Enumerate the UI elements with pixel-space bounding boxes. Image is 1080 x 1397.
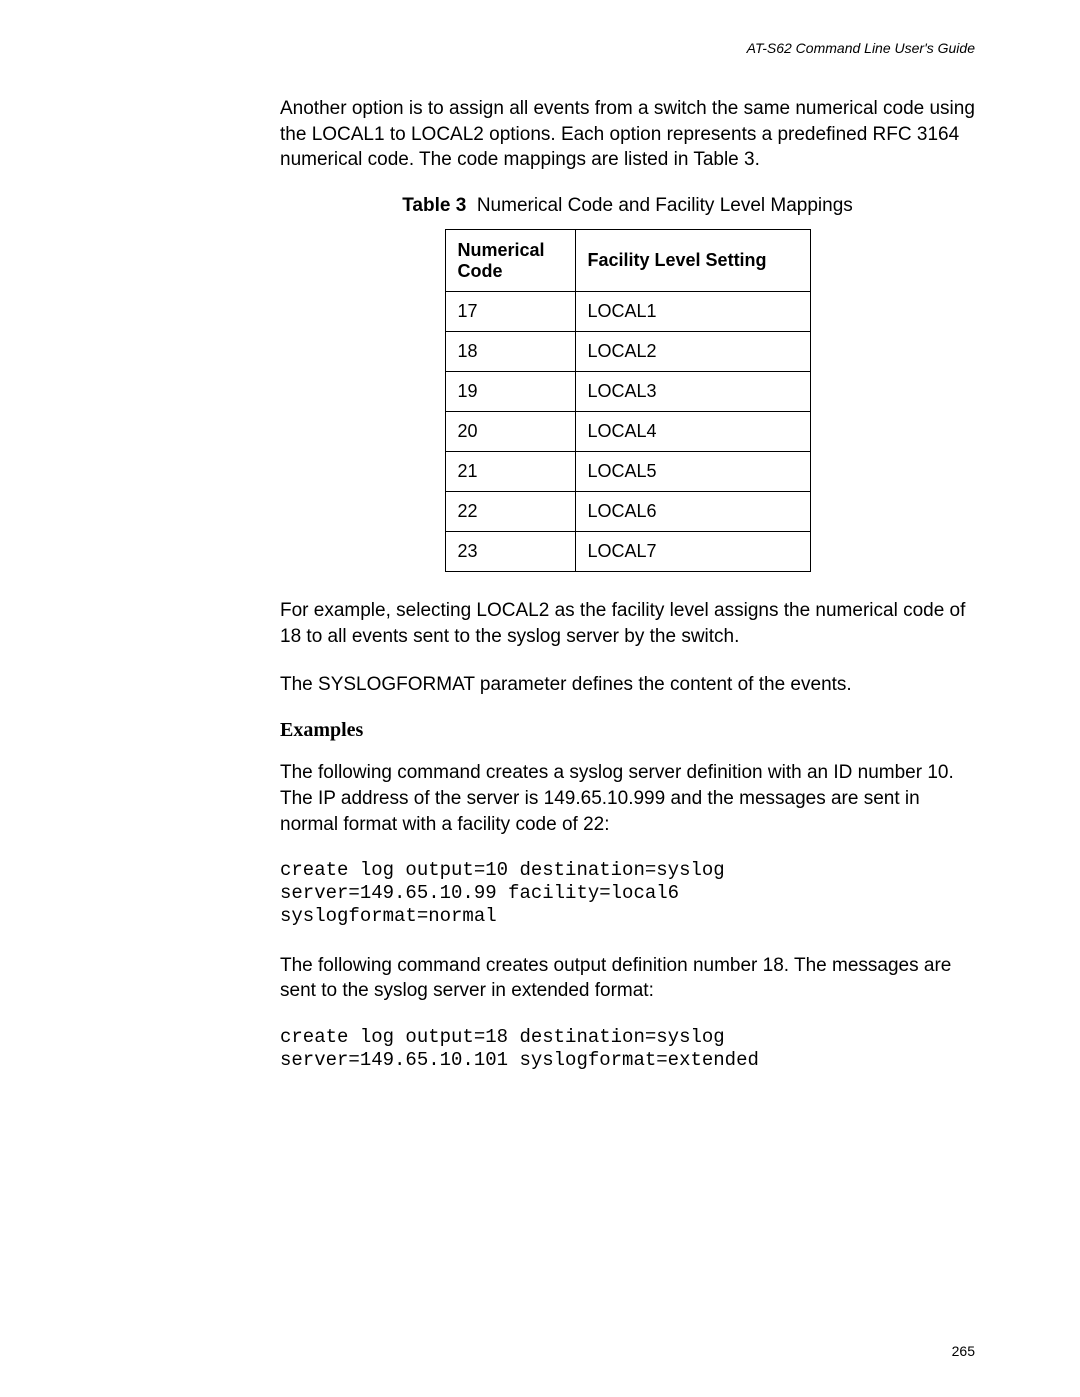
after-table-paragraph-2: The SYSLOGFORMAT parameter defines the c… [280, 672, 975, 698]
example-2-intro: The following command creates output def… [280, 953, 975, 1004]
table-cell-facility: LOCAL4 [575, 412, 810, 452]
table-caption: Table 3 Numerical Code and Facility Leve… [280, 195, 975, 217]
intro-paragraph: Another option is to assign all events f… [280, 96, 975, 173]
table-caption-label: Table 3 [402, 195, 466, 216]
table-cell-code: 23 [445, 532, 575, 572]
table-caption-text: Numerical Code and Facility Level Mappin… [477, 195, 853, 216]
table-cell-code: 19 [445, 372, 575, 412]
table-cell-facility: LOCAL2 [575, 332, 810, 372]
table-row: 21 LOCAL5 [445, 452, 810, 492]
table-header-row: Numerical Code Facility Level Setting [445, 229, 810, 291]
table-row: 23 LOCAL7 [445, 532, 810, 572]
table-cell-facility: LOCAL1 [575, 292, 810, 332]
table-row: 17 LOCAL1 [445, 292, 810, 332]
table-cell-code: 22 [445, 492, 575, 532]
table-row: 22 LOCAL6 [445, 492, 810, 532]
code-block-2: create log output=18 destination=syslog … [280, 1026, 975, 1072]
table-cell-code: 17 [445, 292, 575, 332]
table-header-facility-level: Facility Level Setting [575, 229, 810, 291]
running-header: AT-S62 Command Line User's Guide [280, 40, 975, 56]
table-cell-code: 20 [445, 412, 575, 452]
examples-heading: Examples [280, 719, 975, 742]
table-row: 20 LOCAL4 [445, 412, 810, 452]
table-row: 18 LOCAL2 [445, 332, 810, 372]
table-cell-facility: LOCAL5 [575, 452, 810, 492]
page-number: 265 [952, 1343, 975, 1359]
code-block-1: create log output=10 destination=syslog … [280, 859, 975, 929]
table-header-numerical-code: Numerical Code [445, 229, 575, 291]
table-cell-facility: LOCAL6 [575, 492, 810, 532]
page-content: AT-S62 Command Line User's Guide Another… [0, 0, 1080, 1072]
after-table-paragraph-1: For example, selecting LOCAL2 as the fac… [280, 598, 975, 649]
table-cell-code: 18 [445, 332, 575, 372]
table-row: 19 LOCAL3 [445, 372, 810, 412]
table-cell-facility: LOCAL7 [575, 532, 810, 572]
mapping-table: Numerical Code Facility Level Setting 17… [445, 229, 811, 572]
example-1-intro: The following command creates a syslog s… [280, 760, 975, 837]
table-cell-facility: LOCAL3 [575, 372, 810, 412]
table-cell-code: 21 [445, 452, 575, 492]
